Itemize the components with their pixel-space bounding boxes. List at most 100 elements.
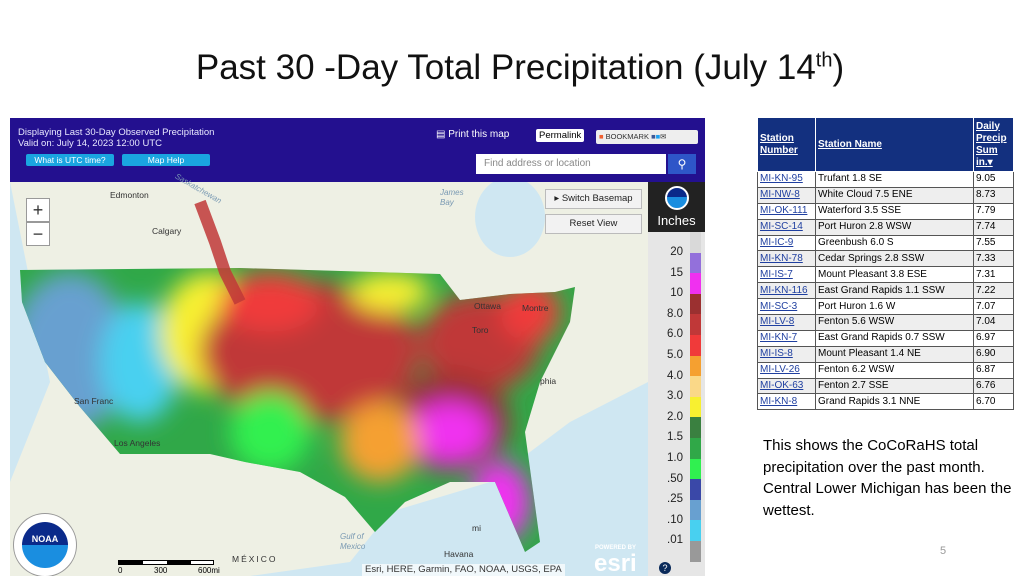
legend-label: 20 [670, 246, 683, 258]
station-name-cell: Waterford 3.5 SSE [815, 202, 974, 220]
legend-label: 15 [670, 266, 683, 279]
legend-swatch [690, 314, 701, 336]
map-help-button[interactable]: Map Help [122, 154, 210, 166]
station-number-cell[interactable]: MI-SC-14 [757, 218, 816, 236]
place-label: San Franc [74, 396, 114, 406]
legend-label: .25 [667, 493, 683, 506]
utc-time-button[interactable]: What is UTC time? [26, 154, 114, 166]
zoom-in-button[interactable]: + [26, 198, 50, 222]
place-label: Montre [522, 303, 549, 313]
precip-cell: 6.87 [973, 361, 1014, 379]
zoom-out-button[interactable]: − [26, 222, 50, 246]
station-link[interactable]: MI-KN-78 [760, 252, 803, 264]
station-name-cell: Mount Pleasant 3.8 ESE [815, 266, 974, 284]
col-station-number[interactable]: Station Number [757, 117, 816, 172]
plus-icon: ■ [599, 132, 604, 141]
place-label: MÉXICO [232, 554, 278, 564]
col-precip-sum[interactable]: Daily Precip Sum in.▾ [973, 117, 1014, 172]
legend-label: .50 [667, 472, 683, 485]
station-number-cell[interactable]: MI-LV-26 [757, 361, 816, 379]
precipitation-map[interactable]: Displaying Last 30-Day Observed Precipit… [10, 118, 705, 576]
station-number-cell[interactable]: MI-KN-7 [757, 329, 816, 347]
legend-swatch [690, 355, 701, 377]
station-number-cell[interactable]: MI-SC-3 [757, 298, 816, 316]
station-number-cell[interactable]: MI-IS-7 [757, 266, 816, 284]
slide-note: This shows the CoCoRaHS total precipitat… [763, 437, 1012, 519]
station-number-cell[interactable]: MI-NW-8 [757, 186, 816, 204]
scale-label: 0 [118, 566, 123, 575]
bookmark-button[interactable]: ■ BOOKMARK ■■✉ [596, 130, 698, 144]
station-name-cell: East Grand Rapids 1.1 SSW [815, 282, 974, 300]
legend-swatch [690, 541, 701, 562]
station-number-cell[interactable]: MI-KN-8 [757, 393, 816, 411]
esri-logo: esri [594, 550, 637, 576]
switch-basemap-button[interactable]: ▸ Switch Basemap [545, 189, 642, 209]
station-number-cell[interactable]: MI-IS-8 [757, 345, 816, 363]
legend-swatch [690, 438, 701, 459]
scale-bar [118, 560, 214, 565]
help-icon[interactable]: ? [659, 562, 671, 574]
station-link[interactable]: MI-LV-26 [760, 364, 800, 376]
legend-swatch [690, 335, 701, 356]
reset-view-button[interactable]: Reset View [545, 214, 642, 234]
place-label: mi [472, 523, 481, 533]
col-station-name[interactable]: Station Name [815, 117, 974, 172]
map-canvas[interactable] [10, 182, 648, 576]
station-link[interactable]: MI-IC-9 [760, 237, 794, 248]
station-number-cell[interactable]: MI-KN-78 [757, 250, 816, 268]
precip-cell: 7.79 [973, 202, 1014, 220]
table-row: MI-LV-8 Fenton 5.6 WSW 7.04 [757, 314, 1014, 331]
precip-cell: 6.90 [973, 345, 1014, 363]
station-name-cell: Trufant 1.8 SE [815, 171, 974, 188]
table-row: MI-LV-26 Fenton 6.2 WSW 6.87 [757, 361, 1014, 379]
place-label: Calgary [152, 226, 182, 236]
place-label: James Bay [440, 188, 464, 207]
station-number-cell[interactable]: MI-KN-95 [757, 171, 816, 188]
legend-label: 3.0 [667, 390, 683, 403]
station-number-cell[interactable]: MI-OK-63 [757, 377, 816, 395]
permalink-button[interactable]: Permalink [536, 129, 585, 142]
station-name-cell: Greenbush 6.0 S [815, 234, 974, 252]
station-link[interactable]: MI-OK-63 [760, 380, 804, 392]
station-link[interactable]: MI-SC-14 [760, 221, 803, 233]
precip-cell: 7.55 [973, 234, 1014, 252]
legend-swatch [690, 376, 701, 398]
table-row: MI-KN-95 Trufant 1.8 SE 9.05 [757, 171, 1014, 188]
search-input[interactable]: Find address or location [476, 154, 666, 174]
map-header: Displaying Last 30-Day Observed Precipit… [10, 118, 705, 182]
station-link[interactable]: MI-KN-116 [760, 284, 808, 296]
precip-legend: Inches 20 15 10 8.0 6.0 5.0 4.0 3.0 2.0 1.5 1.0 .50… [648, 182, 705, 576]
station-number-cell[interactable]: MI-IC-9 [757, 234, 816, 252]
table-row: MI-IS-8 Mount Pleasant 1.4 NE 6.90 [757, 345, 1014, 363]
station-link[interactable]: MI-SC-3 [760, 300, 798, 312]
station-link[interactable]: MI-KN-8 [760, 395, 798, 407]
precip-cell: 7.04 [973, 314, 1014, 331]
station-link[interactable]: MI-OK-111 [760, 205, 808, 217]
search-icon: ⚲ [677, 157, 687, 171]
station-number-cell[interactable]: MI-OK-111 [757, 202, 816, 220]
legend-label: 5.0 [667, 349, 683, 361]
station-number-cell[interactable]: MI-LV-8 [757, 314, 816, 331]
station-link[interactable]: MI-IS-8 [760, 348, 793, 360]
precip-cell: 6.97 [973, 329, 1014, 347]
table-row: MI-IC-9 Greenbush 6.0 S 7.55 [757, 234, 1014, 252]
facebook-icon: ■ [651, 132, 656, 141]
station-link[interactable]: MI-IS-7 [760, 268, 793, 280]
precip-cell: 7.74 [973, 218, 1014, 236]
legend-label: .01 [667, 534, 683, 547]
search-button[interactable]: ⚲ [668, 154, 696, 174]
station-name-cell: Grand Rapids 3.1 NNE [815, 393, 974, 411]
header-title: Displaying Last 30-Day Observed Precipit… [18, 127, 215, 138]
station-link[interactable]: MI-LV-8 [760, 316, 795, 328]
station-link[interactable]: MI-KN-7 [760, 332, 798, 344]
legend-swatch [690, 499, 701, 521]
station-link[interactable]: MI-NW-8 [760, 189, 800, 201]
legend-label: 4.0 [667, 369, 683, 382]
print-map-link[interactable]: ▤ Print this map [436, 129, 510, 140]
page-number: 5 [940, 545, 947, 557]
station-table: Station Number Station Name Daily Precip… [757, 117, 1014, 411]
station-number-cell[interactable]: MI-KN-116 [757, 282, 816, 300]
legend-swatch [690, 273, 701, 295]
twitter-icon: ■ [655, 132, 661, 141]
station-link[interactable]: MI-KN-95 [760, 173, 803, 185]
